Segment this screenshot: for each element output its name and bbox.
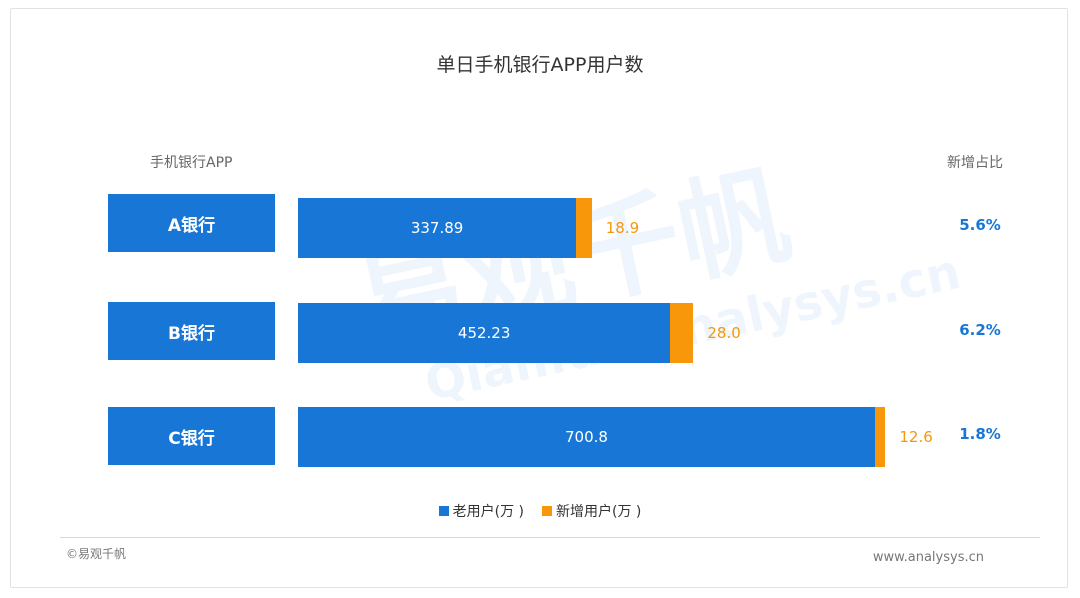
legend-label-old-users: 老用户(万 ) (452, 504, 524, 520)
legend-item-new-users: 新增用户(万 ) (542, 501, 641, 521)
bar-old-users-0: 337.89 (298, 198, 577, 258)
bank-label-0: A银行 (108, 194, 275, 252)
bar-new-users-value-1: 28.0 (707, 324, 741, 342)
bar-new-users-value-2: 12.6 (899, 428, 933, 446)
bar-old-users-2: 700.8 (298, 407, 875, 467)
bar-old-users-value-0: 337.89 (410, 219, 464, 237)
legend-swatch-new-users (542, 506, 552, 516)
footer-url: www.analysys.cn (872, 550, 984, 565)
bar-new-users-0 (576, 198, 592, 258)
footer-copyright: ©易观千帆 (66, 547, 127, 561)
category-header: 手机银行APP (150, 155, 233, 171)
share-header: 新增占比 (947, 155, 1003, 171)
new-share-value-0: 5.6% (959, 216, 1001, 234)
bank-label-1: B银行 (108, 302, 275, 360)
chart-frame (10, 8, 1068, 588)
bar-old-users-1: 452.23 (298, 303, 671, 363)
bar-old-users-value-1: 452.23 (457, 324, 511, 342)
legend-item-old-users: 老用户(万 ) (438, 501, 524, 521)
chart-title: 单日手机银行APP用户数 (436, 54, 644, 76)
bank-label-2: C银行 (108, 407, 275, 465)
bar-new-users-2 (875, 407, 886, 467)
bar-new-users-value-0: 18.9 (605, 219, 640, 237)
bar-old-users-value-2: 700.8 (565, 428, 608, 446)
legend-label-new-users: 新增用户(万 ) (556, 504, 642, 520)
legend: 老用户(万 ) 新增用户(万 ) (0, 501, 1080, 521)
new-share-value-2: 1.8% (959, 425, 1001, 443)
new-share-value-1: 6.2% (959, 321, 1001, 339)
bar-new-users-1 (670, 303, 694, 363)
footer-divider (60, 537, 1040, 538)
legend-swatch-old-users (438, 506, 449, 516)
